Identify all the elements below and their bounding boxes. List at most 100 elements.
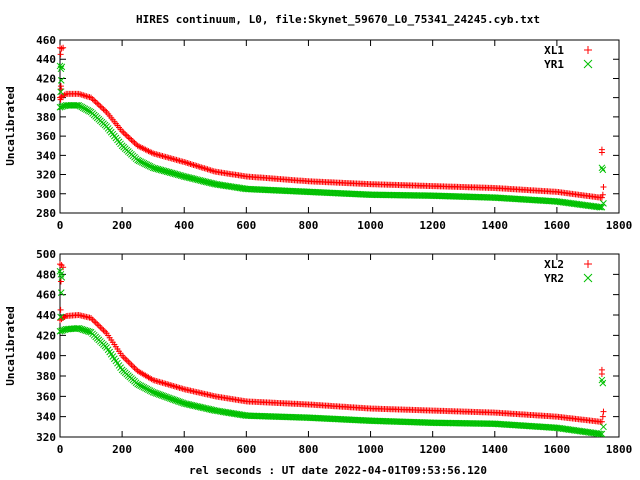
x-tick-label: 600 (236, 219, 256, 232)
x-tick-label: 800 (299, 443, 319, 456)
y-tick-label: 480 (36, 268, 56, 281)
point-marker (599, 379, 607, 387)
point-marker (598, 430, 606, 438)
legend-label: XL2 (544, 258, 564, 271)
y-axis-label: Uncalibrated (4, 306, 17, 385)
point-marker (57, 88, 64, 96)
y-tick-label: 360 (36, 390, 56, 403)
point-marker (600, 408, 607, 415)
y-tick-label: 440 (36, 309, 56, 322)
point-marker (91, 97, 98, 104)
point-marker (129, 138, 136, 145)
x-tick-label: 1600 (544, 443, 571, 456)
point-marker (125, 134, 132, 141)
point-marker (57, 278, 64, 285)
point-marker (598, 164, 606, 172)
x-tick-label: 0 (57, 219, 64, 232)
x-tick-label: 200 (112, 219, 132, 232)
series-YR2: YR2 (56, 267, 607, 438)
y-tick-label: 280 (36, 207, 56, 220)
chart-title: HIRES continuum, L0, file:Skynet_59670_L… (136, 13, 540, 26)
x-axis-label: rel seconds : UT date 2022-04-01T09:53:5… (189, 464, 487, 477)
point-marker (584, 46, 592, 54)
y-tick-label: 320 (36, 431, 56, 444)
point-marker (95, 101, 102, 108)
point-marker (142, 384, 149, 392)
point-marker (97, 103, 104, 110)
point-marker (140, 384, 148, 391)
x-tick-label: 1800 (606, 219, 633, 232)
point-marker (95, 322, 102, 329)
point-marker (598, 370, 605, 377)
point-marker (58, 274, 66, 281)
point-marker (57, 51, 64, 58)
y-tick-label: 420 (36, 329, 56, 342)
point-marker (86, 107, 93, 115)
point-marker (583, 273, 593, 283)
plot-frame (59, 253, 620, 438)
x-tick-label: 1800 (606, 443, 633, 456)
y-axis-label: Uncalibrated (4, 86, 17, 165)
series-XL1: XL1 (57, 44, 607, 201)
point-marker (102, 328, 109, 335)
y-tick-label: 340 (36, 411, 56, 424)
point-marker (94, 100, 101, 107)
panels: 280 300 320 340 360 380 400 420 440 460 0 200 400 600… (4, 34, 632, 456)
point-marker (83, 106, 90, 113)
x-tick-label: 1000 (357, 443, 384, 456)
x-tick-label: 600 (236, 443, 256, 456)
point-marker (60, 264, 67, 271)
point-marker (129, 363, 136, 370)
x-tick-label: 1600 (544, 219, 571, 232)
point-marker (91, 318, 98, 325)
y-tick-label: 400 (36, 92, 56, 105)
point-marker (102, 107, 109, 114)
point-marker (597, 203, 604, 211)
y-tick-label: 460 (36, 34, 56, 47)
point-marker (94, 321, 101, 328)
point-marker (78, 103, 86, 111)
y-tick-label: 380 (36, 370, 56, 383)
x-tick-label: 1000 (357, 219, 384, 232)
y-tick-label: 300 (36, 188, 56, 201)
point-marker (58, 45, 65, 52)
y-tick-label: 360 (36, 130, 56, 143)
point-marker (584, 260, 592, 268)
point-marker (75, 102, 82, 109)
point-marker (97, 324, 104, 331)
point-marker (125, 358, 132, 365)
point-marker (60, 44, 67, 51)
plot-panel-1: 280 300 320 340 360 380 400 420 440 460 0 200 400 600… (4, 34, 632, 232)
point-marker (583, 59, 593, 69)
y-tick-label: 420 (36, 72, 56, 85)
point-marker (57, 65, 65, 73)
legend-label: YR2 (544, 272, 564, 285)
point-marker (92, 98, 99, 105)
point-marker (137, 382, 145, 390)
x-tick-label: 0 (57, 443, 64, 456)
point-marker (57, 77, 65, 84)
y-tick-label: 460 (36, 289, 56, 302)
x-tick-label: 1400 (482, 219, 509, 232)
x-tick-label: 400 (174, 443, 194, 456)
point-marker (120, 129, 127, 136)
point-marker (84, 107, 92, 114)
point-marker (143, 385, 151, 393)
point-marker (135, 381, 143, 389)
point-marker (57, 96, 64, 103)
point-marker (92, 319, 99, 326)
x-tick-label: 800 (299, 219, 319, 232)
point-marker (600, 184, 607, 191)
point-marker (81, 105, 89, 113)
y-tick-label: 400 (36, 350, 56, 363)
y-tick-label: 340 (36, 149, 56, 162)
legend-label: YR1 (544, 58, 564, 71)
point-marker (600, 200, 607, 207)
point-marker (128, 136, 135, 143)
point-marker (599, 191, 606, 198)
point-marker (122, 131, 129, 138)
y-tick-label: 440 (36, 53, 56, 66)
x-tick-label: 400 (174, 219, 194, 232)
point-marker (98, 325, 105, 332)
